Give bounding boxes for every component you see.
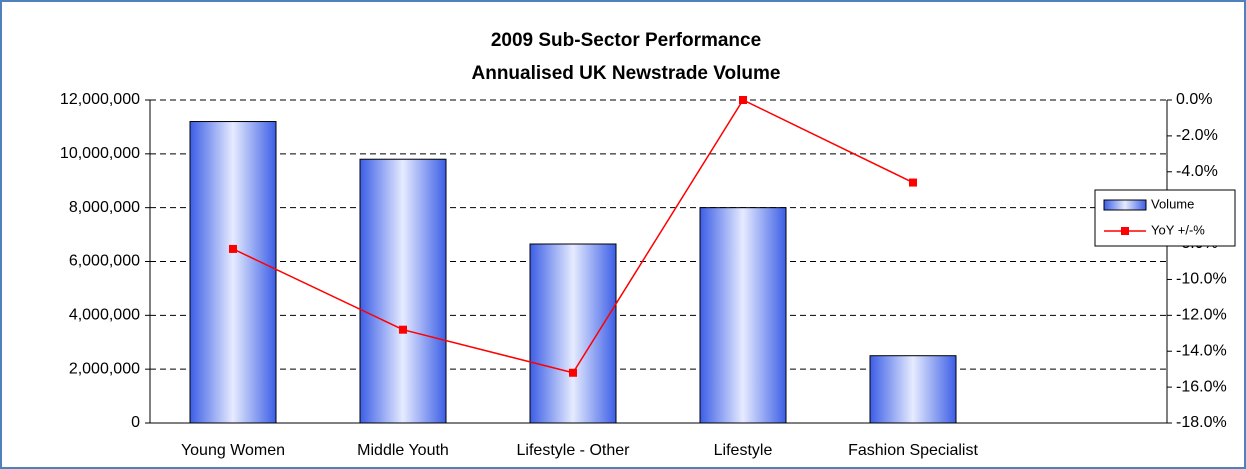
y2-tick-label: -18.0%	[1176, 414, 1227, 431]
legend-box	[1094, 189, 1236, 247]
y2-tick-label: -4.0%	[1176, 163, 1218, 180]
y-tick-label: 8,000,000	[69, 199, 140, 216]
y2-tick-label: -16.0%	[1176, 378, 1227, 395]
marker	[739, 96, 747, 104]
y-tick-label: 2,000,000	[69, 360, 140, 377]
bar	[359, 158, 447, 424]
y2-tick-label: 0.0%	[1176, 91, 1212, 108]
x-tick-label: Fashion Specialist	[848, 442, 978, 459]
y-tick-label: 4,000,000	[69, 307, 140, 324]
marker	[399, 325, 407, 334]
y-tick-label: 6,000,000	[69, 253, 140, 270]
y-tick-label: 12,000,000	[60, 91, 140, 108]
chart-title: 2009 Sub-Sector Performance	[491, 30, 761, 51]
legend-marker	[1121, 227, 1129, 235]
y-tick-label: 0	[131, 414, 140, 431]
bar	[529, 243, 617, 424]
bar	[189, 121, 277, 424]
bar	[869, 355, 957, 424]
legend-swatch	[1103, 199, 1147, 211]
marker	[229, 244, 237, 253]
x-tick-label: Middle Youth	[357, 442, 449, 459]
y2-tick-label: -2.0%	[1176, 127, 1218, 144]
y-tick-label: 10,000,000	[60, 145, 140, 162]
y2-tick-label: -12.0%	[1176, 307, 1227, 324]
bar	[699, 207, 787, 424]
marker	[569, 368, 577, 377]
y2-tick-label: -10.0%	[1176, 271, 1227, 288]
chart-subtitle: Annualised UK Newstrade Volume	[472, 63, 781, 84]
x-tick-label: Lifestyle - Other	[517, 442, 631, 459]
marker	[909, 178, 917, 187]
legend-label: YoY +/-%	[1151, 222, 1205, 237]
y2-tick-label: -14.0%	[1176, 342, 1227, 359]
x-tick-label: Lifestyle	[714, 442, 773, 459]
x-tick-label: Young Women	[181, 442, 285, 459]
legend-label: Volume	[1151, 196, 1194, 211]
